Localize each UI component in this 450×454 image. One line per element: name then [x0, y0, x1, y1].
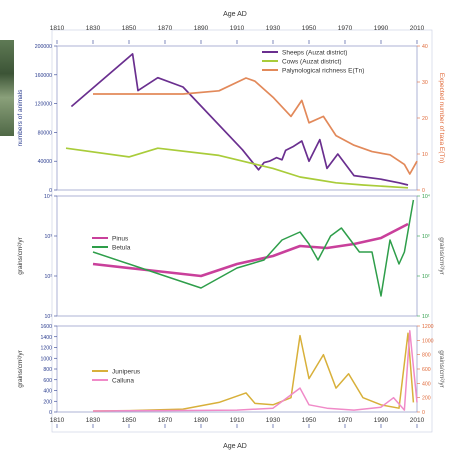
x-tick-label-bottom-1930: 1930 — [266, 417, 281, 424]
y-tick-label-right-p1-3: 30 — [422, 80, 428, 86]
legend-label-p1-1: Cows (Auzat district) — [282, 59, 342, 66]
y-axis-label-right-p2: grains/cm²/yr — [438, 237, 445, 275]
x-tick-label-bottom-1970: 1970 — [338, 417, 353, 424]
y-tick-label-left-p2-2: 10³ — [45, 234, 53, 240]
x-tick-label-bottom-1950: 1950 — [302, 417, 317, 424]
y-tick-label-right-p1-2: 20 — [422, 116, 428, 122]
series-line-p2-0 — [92, 222, 409, 278]
series-line-p1-0 — [70, 53, 409, 186]
x-tick-label-bottom-1910: 1910 — [230, 417, 245, 424]
legend-label-p3-0: Juniperus — [112, 369, 141, 376]
x-tick-label-top-1870: 1870 — [158, 25, 173, 32]
y-tick-label-left-p1-3: 120000 — [35, 102, 52, 108]
photo-fragment — [0, 40, 14, 136]
axes: 1810 1830 1850 1870 1890 1910 1930 1950 1970 1990… — [35, 25, 434, 428]
y-tick-label-right-p2-0: 10¹ — [422, 314, 430, 320]
x-tick-label-top-1910: 1910 — [230, 25, 245, 32]
y-tick-label-left-p3-6: 1200 — [40, 346, 52, 352]
x-tick-label-bottom-1810: 1810 — [50, 417, 65, 424]
y-tick-label-right-p2-2: 10³ — [422, 234, 430, 240]
y-tick-label-right-p3-2: 400 — [422, 381, 431, 387]
y-tick-label-left-p1-2: 80000 — [38, 130, 53, 136]
y-tick-label-left-p3-7: 1400 — [40, 335, 52, 341]
y-axis-label-left-p3: grains/cm²/yr — [17, 349, 24, 387]
x-axis-label-top: Age AD — [223, 11, 247, 18]
y-tick-label-left-p3-1: 200 — [43, 399, 52, 405]
panel-2-frame — [56, 195, 418, 317]
y-tick-label-left-p1-4: 160000 — [35, 73, 52, 79]
y-tick-label-right-p3-1: 200 — [422, 396, 431, 402]
x-tick-label-bottom-1870: 1870 — [158, 417, 173, 424]
y-tick-label-right-p1-4: 40 — [422, 44, 428, 50]
series-line-p2-1 — [92, 199, 415, 297]
x-tick-label-bottom-1990: 1990 — [374, 417, 389, 424]
panel-frames — [51, 29, 433, 433]
y-tick-label-left-p1-0: 0 — [49, 188, 52, 194]
legend-label-p2-0: Pinus — [112, 236, 129, 243]
x-tick-label-bottom-1890: 1890 — [194, 417, 209, 424]
y-tick-label-left-p2-0: 10¹ — [45, 314, 53, 320]
panel-3-frame — [56, 325, 418, 413]
y-tick-label-right-p3-5: 1000 — [422, 338, 434, 344]
y-tick-label-right-p3-4: 800 — [422, 353, 431, 359]
y-tick-label-left-p3-5: 1000 — [40, 356, 52, 362]
series — [65, 53, 418, 412]
series-line-p3-1 — [92, 330, 418, 412]
x-tick-label-top-1950: 1950 — [302, 25, 317, 32]
x-tick-label-bottom-1830: 1830 — [86, 417, 101, 424]
x-tick-label-top-1850: 1850 — [122, 25, 137, 32]
legends: Sheeps (Auzat district) Cows (Auzat distr… — [92, 50, 364, 385]
y-tick-label-right-p1-1: 10 — [422, 152, 428, 158]
y-tick-label-left-p3-3: 600 — [43, 378, 52, 384]
x-tick-label-top-1890: 1890 — [194, 25, 209, 32]
legend-label-p1-2: Palynological richness E(Tn) — [282, 68, 364, 75]
y-axis-label-left-p2: grains/cm²/yr — [17, 236, 24, 274]
x-axis-label-bottom: Age AD — [223, 443, 247, 450]
panel-1-frame — [56, 45, 418, 191]
y-tick-label-left-p3-4: 800 — [43, 367, 52, 373]
y-tick-label-right-p1-0: 0 — [422, 188, 425, 194]
y-tick-label-left-p3-2: 400 — [43, 389, 52, 395]
labels: Age AD Age AD numbers of animals Expected n… — [17, 11, 445, 450]
x-tick-label-bottom-1850: 1850 — [122, 417, 137, 424]
x-tick-label-top-1930: 1930 — [266, 25, 281, 32]
legend-label-p3-1: Calluna — [112, 378, 134, 385]
legend-label-p2-1: Betula — [112, 245, 131, 252]
y-tick-label-left-p1-5: 200000 — [35, 44, 52, 50]
legend-label-p1-0: Sheeps (Auzat district) — [282, 50, 347, 57]
y-axis-label-left-p1: numbers of animals — [17, 89, 24, 146]
x-tick-label-bottom-2010: 2010 — [410, 417, 425, 424]
y-tick-label-right-p2-1: 10² — [422, 274, 430, 280]
x-tick-label-top-1990: 1990 — [374, 25, 389, 32]
y-tick-label-left-p3-0: 0 — [49, 410, 52, 416]
series-line-p1-1 — [65, 147, 409, 189]
y-axis-label-right-p1: Expected number of taxa E(Tn) — [438, 73, 445, 163]
x-tick-label-top-1810: 1810 — [50, 25, 65, 32]
y-tick-label-right-p3-3: 600 — [422, 367, 431, 373]
y-tick-label-left-p2-1: 10² — [45, 274, 53, 280]
x-tick-label-top-1830: 1830 — [86, 25, 101, 32]
y-tick-label-right-p3-6: 1200 — [422, 324, 434, 330]
y-tick-label-left-p2-3: 10⁴ — [44, 194, 52, 200]
y-tick-label-right-p3-0: 0 — [422, 410, 425, 416]
y-tick-label-left-p3-8: 1600 — [40, 324, 52, 330]
y-tick-label-right-p2-3: 10⁴ — [422, 194, 430, 200]
x-tick-label-top-2010: 2010 — [410, 25, 425, 32]
y-tick-label-left-p1-1: 40000 — [38, 159, 53, 165]
x-tick-label-top-1970: 1970 — [338, 25, 353, 32]
y-axis-label-right-p3: grains/cm²/yr — [438, 350, 445, 388]
